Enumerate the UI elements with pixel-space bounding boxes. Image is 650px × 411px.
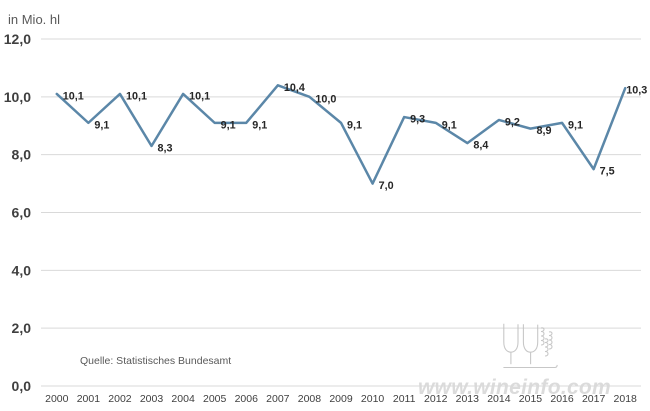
svg-text:10,1: 10,1 [63, 90, 84, 102]
svg-text:Quelle: Statistisches Bundesam: Quelle: Statistisches Bundesamt [80, 355, 231, 367]
svg-text:2002: 2002 [108, 393, 132, 405]
svg-text:8,4: 8,4 [473, 140, 488, 152]
svg-text:7,0: 7,0 [379, 180, 394, 192]
svg-text:2018: 2018 [614, 393, 638, 405]
svg-text:2009: 2009 [329, 393, 353, 405]
svg-text:0,0: 0,0 [12, 378, 32, 394]
svg-text:2001: 2001 [77, 393, 101, 405]
svg-text:www.wineinfo.com: www.wineinfo.com [418, 376, 611, 399]
svg-text:2,0: 2,0 [12, 320, 32, 336]
svg-text:12,0: 12,0 [4, 31, 31, 47]
svg-text:8,3: 8,3 [158, 142, 173, 154]
svg-text:10,0: 10,0 [4, 89, 31, 105]
svg-text:9,3: 9,3 [410, 114, 425, 126]
svg-text:9,1: 9,1 [221, 119, 236, 131]
svg-text:9,1: 9,1 [94, 119, 109, 131]
svg-text:10,1: 10,1 [126, 90, 147, 102]
svg-text:2007: 2007 [266, 393, 290, 405]
svg-text:8,9: 8,9 [536, 125, 551, 137]
svg-text:2008: 2008 [298, 393, 322, 405]
svg-text:10,0: 10,0 [315, 93, 336, 105]
svg-text:9,1: 9,1 [568, 119, 583, 131]
svg-text:10,4: 10,4 [284, 82, 305, 94]
svg-text:6,0: 6,0 [12, 205, 32, 221]
svg-text:9,1: 9,1 [252, 119, 267, 131]
svg-text:2006: 2006 [235, 393, 259, 405]
svg-text:10,1: 10,1 [189, 90, 210, 102]
svg-text:9,1: 9,1 [347, 119, 362, 131]
svg-text:2010: 2010 [361, 393, 385, 405]
svg-text:7,5: 7,5 [600, 166, 615, 178]
svg-text:2004: 2004 [171, 393, 195, 405]
svg-text:2005: 2005 [203, 393, 227, 405]
svg-text:10,3: 10,3 [626, 85, 647, 97]
svg-text:9,1: 9,1 [442, 119, 457, 131]
svg-text:2000: 2000 [45, 393, 69, 405]
svg-text:4,0: 4,0 [12, 262, 32, 278]
svg-text:2011: 2011 [393, 393, 416, 405]
svg-text:9,2: 9,2 [505, 116, 520, 128]
svg-text:8,0: 8,0 [12, 147, 32, 163]
svg-text:2003: 2003 [140, 393, 164, 405]
